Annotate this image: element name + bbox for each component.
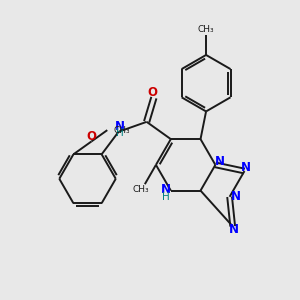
Text: H: H <box>162 191 169 202</box>
Text: CH₃: CH₃ <box>198 25 214 34</box>
Text: H: H <box>116 128 124 138</box>
Text: O: O <box>147 86 158 99</box>
Text: N: N <box>115 120 125 133</box>
Text: N: N <box>160 183 170 196</box>
Text: CH₃: CH₃ <box>132 185 149 194</box>
Text: O: O <box>87 130 97 142</box>
Text: CH₃: CH₃ <box>114 126 130 135</box>
Text: N: N <box>215 155 225 168</box>
Text: N: N <box>241 161 251 174</box>
Text: N: N <box>230 190 241 203</box>
Text: N: N <box>229 224 239 236</box>
